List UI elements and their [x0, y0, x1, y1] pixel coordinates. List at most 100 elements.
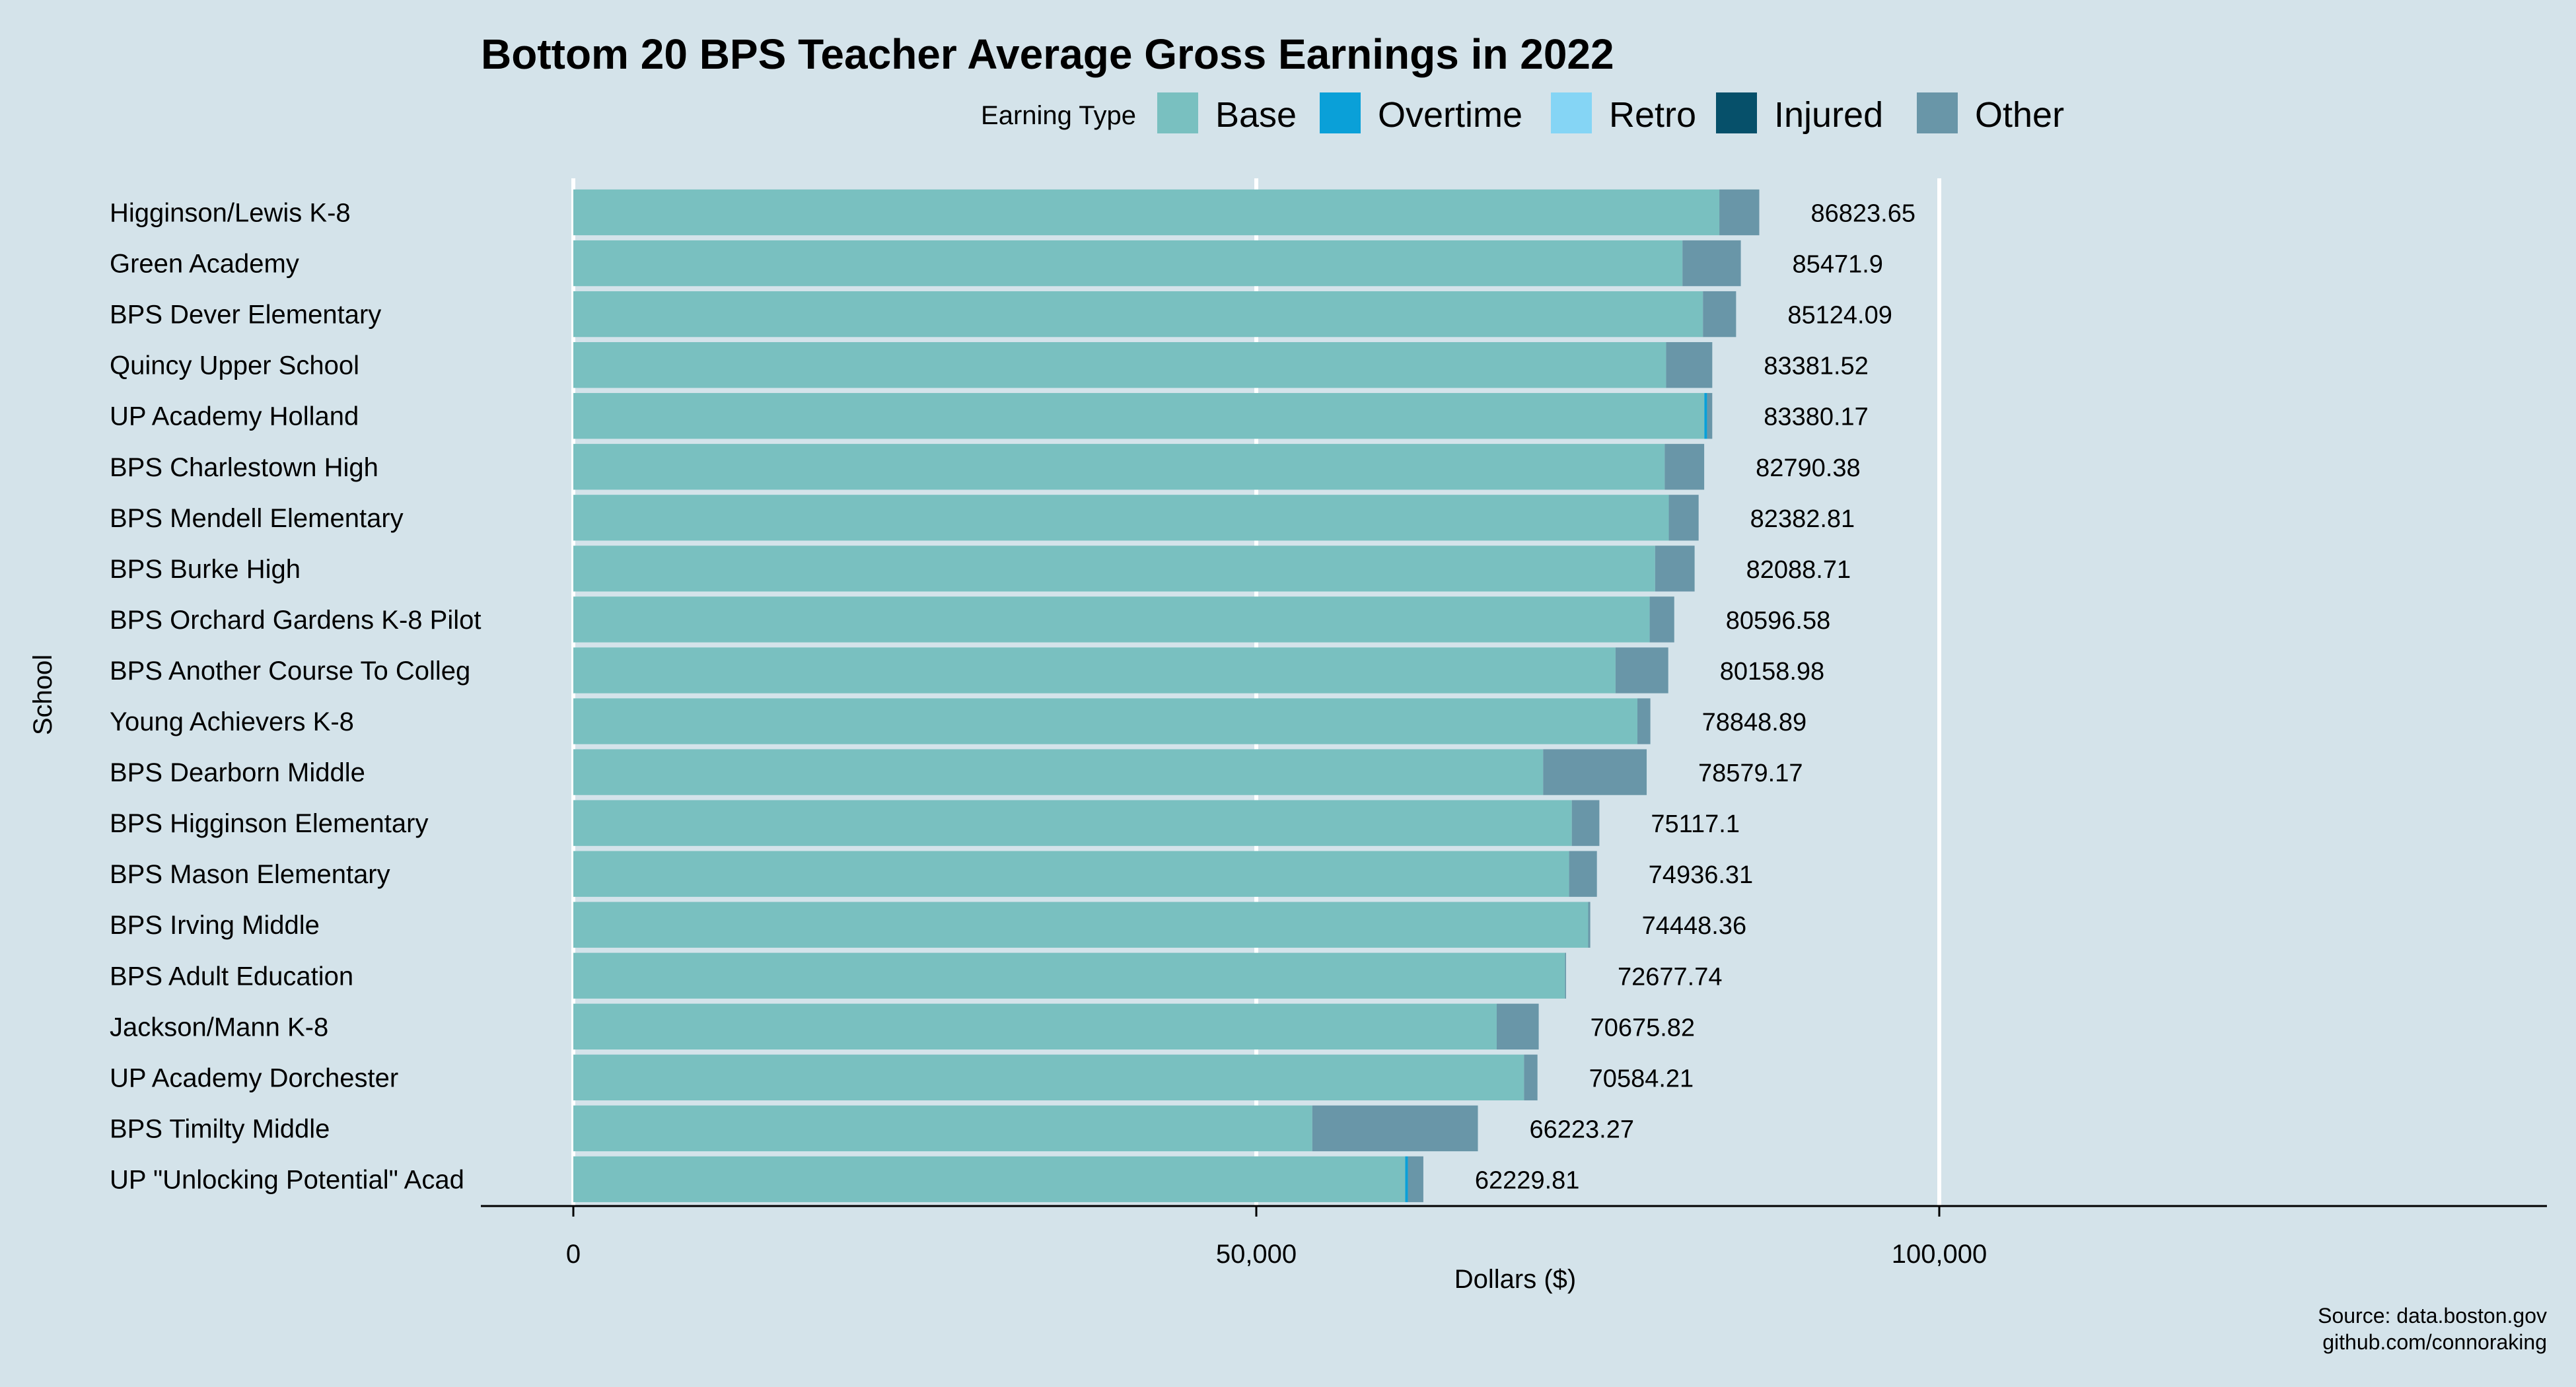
bar-base-18 — [573, 1105, 1312, 1152]
bars — [573, 189, 1760, 1203]
bar-other-10 — [1637, 698, 1651, 744]
bar-overtime-19 — [1405, 1156, 1408, 1203]
value-label-3: 83381.52 — [1764, 353, 1869, 380]
x-axis-ticks: 0 50,000 100,000 — [566, 1206, 1987, 1269]
bar-other-13 — [1569, 851, 1597, 897]
bar-other-7 — [1655, 546, 1695, 592]
category-label-10: Young Achievers K-8 — [110, 707, 354, 736]
value-label-2: 85124.09 — [1787, 302, 1892, 330]
bar-base-10 — [573, 698, 1637, 744]
category-label-14: BPS Irving Middle — [110, 911, 320, 940]
category-label-8: BPS Orchard Gardens K-8 Pilot — [110, 606, 481, 635]
legend-key-injured — [1716, 92, 1757, 133]
legend-key-base — [1157, 92, 1198, 133]
value-label-16: 70675.82 — [1591, 1014, 1696, 1042]
value-label-17: 70584.21 — [1589, 1065, 1694, 1092]
bar-base-15 — [573, 952, 1565, 999]
bar-base-14 — [573, 902, 1589, 948]
category-label-6: BPS Mendell Elementary — [110, 504, 404, 533]
bar-other-12 — [1571, 800, 1600, 846]
value-label-12: 75117.1 — [1651, 810, 1740, 838]
value-label-18: 66223.27 — [1529, 1116, 1634, 1143]
value-labels: 86823.65 85471.9 85124.09 83381.52 83380.17 8… — [1475, 200, 1915, 1195]
legend-label-overtime: Overtime — [1378, 95, 1522, 135]
category-labels: Higginson/Lewis K-8 Green Academy BPS Deve… — [110, 199, 481, 1195]
source-line-2: github.com/connoraking — [2322, 1330, 2547, 1354]
bar-base-9 — [573, 647, 1616, 694]
category-label-9: BPS Another Course To Colleg — [110, 657, 470, 686]
category-label-5: BPS Charlestown High — [110, 453, 378, 482]
bar-base-2 — [573, 291, 1703, 338]
value-label-13: 74936.31 — [1649, 861, 1754, 889]
x-tick-label-0: 0 — [566, 1240, 581, 1269]
bar-other-3 — [1666, 342, 1713, 388]
x-tick-label-2: 100,000 — [1892, 1240, 1987, 1269]
bar-overtime-4 — [1704, 393, 1707, 439]
bar-other-17 — [1524, 1054, 1538, 1101]
value-label-1: 85471.9 — [1793, 251, 1883, 279]
category-label-11: BPS Dearborn Middle — [110, 758, 365, 787]
bar-base-5 — [573, 444, 1665, 490]
x-axis-title: Dollars ($) — [1454, 1265, 1576, 1294]
bar-base-6 — [573, 495, 1669, 541]
bar-base-12 — [573, 800, 1572, 846]
legend-key-overtime — [1320, 92, 1361, 133]
value-label-14: 74448.36 — [1642, 912, 1747, 940]
bar-other-9 — [1615, 647, 1668, 694]
value-label-15: 72677.74 — [1618, 963, 1723, 991]
value-label-5: 82790.38 — [1756, 454, 1861, 482]
category-label-19: UP "Unlocking Potential" Acad — [110, 1165, 464, 1194]
legend-label-other: Other — [1975, 95, 2064, 135]
bar-other-16 — [1496, 1003, 1539, 1049]
bar-base-13 — [573, 851, 1569, 897]
legend-label-base: Base — [1215, 95, 1297, 135]
value-label-9: 80158.98 — [1720, 658, 1825, 686]
bar-base-0 — [573, 189, 1720, 236]
category-label-16: Jackson/Mann K-8 — [110, 1013, 328, 1042]
bar-other-14 — [1588, 902, 1591, 948]
category-label-12: BPS Higginson Elementary — [110, 809, 428, 838]
legend-title: Earning Type — [981, 101, 1136, 130]
bar-other-15 — [1565, 952, 1566, 999]
value-label-10: 78848.89 — [1702, 709, 1807, 736]
bar-other-6 — [1668, 495, 1699, 541]
category-label-2: BPS Dever Elementary — [110, 301, 381, 330]
legend-key-retro — [1551, 92, 1592, 133]
bar-other-5 — [1664, 444, 1705, 490]
bar-base-3 — [573, 342, 1666, 388]
bar-base-1 — [573, 240, 1683, 287]
value-label-0: 86823.65 — [1811, 200, 1916, 228]
value-label-7: 82088.71 — [1746, 556, 1851, 584]
bar-other-8 — [1649, 596, 1674, 643]
category-label-17: UP Academy Dorchester — [110, 1063, 398, 1092]
bar-other-0 — [1719, 189, 1760, 236]
category-label-3: Quincy Upper School — [110, 351, 359, 380]
value-label-11: 78579.17 — [1698, 760, 1803, 787]
source-line-1: Source: data.boston.gov — [2318, 1304, 2547, 1328]
bar-other-4 — [1707, 393, 1713, 439]
bar-base-19 — [573, 1156, 1406, 1203]
value-label-19: 62229.81 — [1475, 1166, 1580, 1194]
bar-base-4 — [573, 393, 1705, 439]
bar-other-19 — [1408, 1156, 1423, 1203]
category-label-4: UP Academy Holland — [110, 402, 359, 431]
bar-other-2 — [1703, 291, 1736, 338]
value-label-8: 80596.58 — [1726, 607, 1831, 635]
x-tick-label-1: 50,000 — [1216, 1240, 1297, 1269]
y-axis-title: School — [28, 655, 57, 735]
legend-label-retro: Retro — [1609, 95, 1696, 135]
value-label-6: 82382.81 — [1750, 505, 1855, 533]
category-label-7: BPS Burke High — [110, 555, 301, 584]
legend-key-other — [1917, 92, 1958, 133]
chart-title: Bottom 20 BPS Teacher Average Gross Earn… — [481, 30, 1614, 78]
value-label-4: 83380.17 — [1764, 404, 1869, 431]
bar-base-17 — [573, 1054, 1524, 1101]
bar-base-11 — [573, 749, 1544, 795]
bar-other-1 — [1682, 240, 1741, 287]
bar-other-11 — [1543, 749, 1647, 795]
bar-base-16 — [573, 1003, 1497, 1049]
bar-other-18 — [1312, 1105, 1478, 1152]
category-label-18: BPS Timilty Middle — [110, 1114, 330, 1143]
legend: Earning Type Base Overtime Retro Injured Oth… — [981, 92, 2064, 135]
